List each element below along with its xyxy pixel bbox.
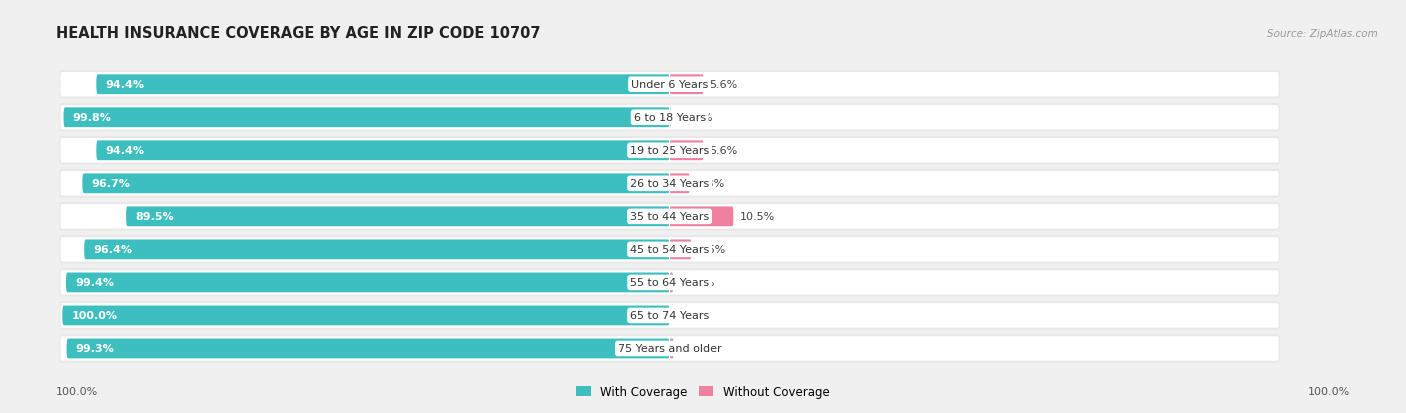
Text: 10.5%: 10.5% [740,212,775,222]
Text: 3.3%: 3.3% [696,179,724,189]
Text: 94.4%: 94.4% [105,80,145,90]
FancyBboxPatch shape [59,137,1279,165]
FancyBboxPatch shape [66,273,669,293]
Text: 100.0%: 100.0% [1308,387,1350,396]
Text: 100.0%: 100.0% [72,311,118,320]
Text: Source: ZipAtlas.com: Source: ZipAtlas.com [1267,29,1378,39]
FancyBboxPatch shape [60,304,1278,328]
FancyBboxPatch shape [59,301,1279,330]
Legend: With Coverage, Without Coverage: With Coverage, Without Coverage [572,381,834,403]
Text: 96.7%: 96.7% [91,179,131,189]
Text: 3.6%: 3.6% [697,245,725,255]
FancyBboxPatch shape [127,207,669,227]
Text: 6 to 18 Years: 6 to 18 Years [634,113,706,123]
Text: 0.24%: 0.24% [678,113,713,123]
FancyBboxPatch shape [59,268,1279,297]
Text: 55 to 64 Years: 55 to 64 Years [630,278,709,288]
Text: 65 to 74 Years: 65 to 74 Years [630,311,709,320]
Text: HEALTH INSURANCE COVERAGE BY AGE IN ZIP CODE 10707: HEALTH INSURANCE COVERAGE BY AGE IN ZIP … [56,26,541,41]
FancyBboxPatch shape [59,104,1279,132]
Text: 19 to 25 Years: 19 to 25 Years [630,146,709,156]
FancyBboxPatch shape [59,335,1279,363]
Text: 45 to 54 Years: 45 to 54 Years [630,245,709,255]
FancyBboxPatch shape [60,106,1278,130]
Text: 35 to 44 Years: 35 to 44 Years [630,212,709,222]
Text: 89.5%: 89.5% [135,212,174,222]
Text: 99.4%: 99.4% [75,278,114,288]
FancyBboxPatch shape [60,271,1278,295]
Text: Under 6 Years: Under 6 Years [631,80,709,90]
Text: 99.3%: 99.3% [76,344,114,354]
Text: 0.67%: 0.67% [679,344,716,354]
Text: 94.4%: 94.4% [105,146,145,156]
FancyBboxPatch shape [669,174,689,194]
FancyBboxPatch shape [669,108,671,128]
FancyBboxPatch shape [669,207,734,227]
FancyBboxPatch shape [669,240,692,260]
FancyBboxPatch shape [59,235,1279,264]
FancyBboxPatch shape [60,237,1278,262]
FancyBboxPatch shape [63,108,669,128]
FancyBboxPatch shape [60,172,1278,196]
FancyBboxPatch shape [84,240,669,260]
FancyBboxPatch shape [669,141,703,161]
Text: 100.0%: 100.0% [56,387,98,396]
FancyBboxPatch shape [60,73,1278,97]
FancyBboxPatch shape [59,170,1279,198]
Text: 99.8%: 99.8% [73,113,111,123]
FancyBboxPatch shape [60,337,1278,361]
Text: 0.59%: 0.59% [679,278,714,288]
Text: 5.6%: 5.6% [710,146,738,156]
FancyBboxPatch shape [60,204,1278,229]
Text: 5.6%: 5.6% [710,80,738,90]
FancyBboxPatch shape [66,339,669,358]
Text: 0.0%: 0.0% [676,311,704,320]
FancyBboxPatch shape [59,71,1279,99]
Text: 96.4%: 96.4% [93,245,132,255]
Text: 26 to 34 Years: 26 to 34 Years [630,179,709,189]
FancyBboxPatch shape [59,203,1279,231]
Text: 75 Years and older: 75 Years and older [617,344,721,354]
FancyBboxPatch shape [83,174,669,194]
FancyBboxPatch shape [669,273,673,293]
FancyBboxPatch shape [669,339,673,358]
FancyBboxPatch shape [97,75,669,95]
FancyBboxPatch shape [669,75,703,95]
FancyBboxPatch shape [62,306,669,325]
FancyBboxPatch shape [60,139,1278,163]
FancyBboxPatch shape [97,141,669,161]
